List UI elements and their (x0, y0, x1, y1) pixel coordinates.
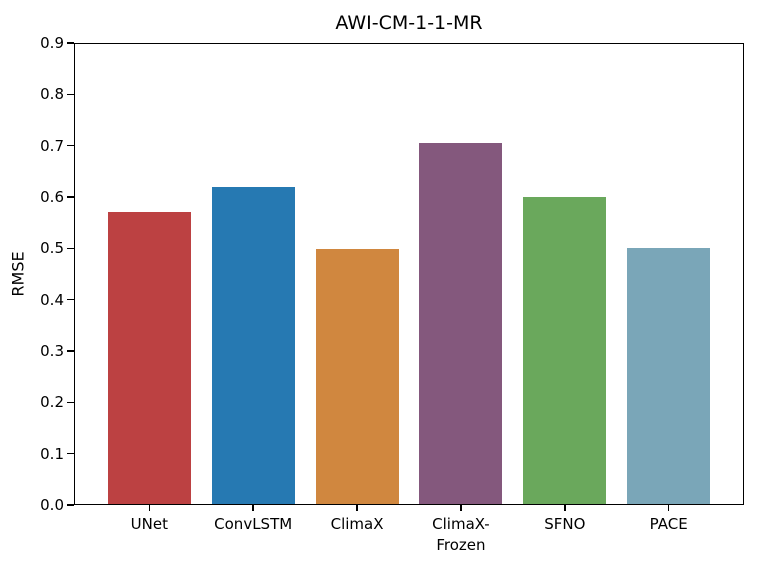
x-tick-label: ConvLSTM (214, 515, 293, 533)
y-tick-label: 0.7 (40, 136, 64, 155)
y-tick-mark (67, 452, 74, 455)
bar-unet (107, 211, 191, 505)
y-tick-mark (67, 298, 74, 301)
chart-title: AWI-CM-1-1-MR (335, 12, 483, 34)
x-tick-mark (252, 505, 254, 511)
y-tick-label: 0.2 (40, 393, 64, 412)
x-tick-mark (148, 505, 150, 511)
bar-climax--frozen (419, 142, 503, 505)
bar-pace (627, 248, 711, 505)
x-tick-label: ClimaX (330, 515, 384, 533)
y-tick-label: 0.6 (40, 188, 64, 206)
y-tick-mark (67, 42, 74, 44)
y-tick-label: 0.4 (40, 290, 64, 309)
y-tick-label: 0.3 (40, 342, 64, 360)
bar-sfno (523, 197, 607, 505)
y-tick-label: 0.0 (40, 496, 64, 514)
x-tick-mark (460, 505, 462, 511)
x-tick-mark (667, 505, 670, 511)
y-tick-label: 0.8 (40, 85, 64, 104)
y-tick-mark (67, 247, 74, 250)
y-tick-label: 0.9 (40, 34, 64, 52)
x-tick-label: UNet (130, 515, 168, 533)
y-tick-label: 0.5 (40, 239, 64, 258)
y-tick-mark (67, 196, 74, 198)
y-tick-label: 0.1 (40, 444, 64, 463)
y-tick-mark (67, 350, 74, 352)
bar-convlstm (211, 186, 295, 505)
y-tick-mark (67, 401, 74, 404)
x-tick-label: ClimaX- Frozen (432, 515, 490, 554)
x-tick-mark (356, 505, 358, 511)
y-tick-mark (67, 504, 74, 506)
x-tick-label: SFNO (544, 515, 586, 533)
x-tick-label: PACE (649, 515, 688, 533)
bar-climax (315, 249, 399, 505)
x-tick-mark (564, 505, 566, 511)
y-tick-mark (67, 144, 74, 147)
y-tick-mark (67, 93, 74, 96)
